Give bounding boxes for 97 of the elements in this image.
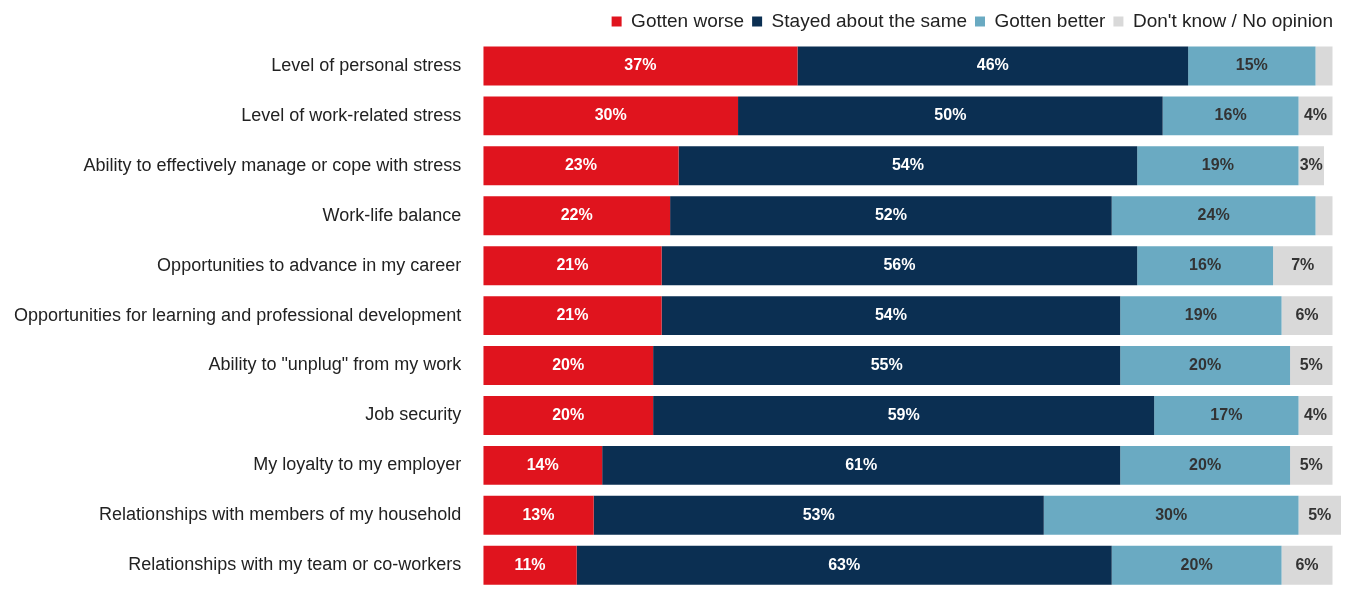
- data-label: 50%: [934, 106, 967, 124]
- y-tick-label: Level of work-related stress: [241, 104, 462, 125]
- data-label: 20%: [1189, 455, 1222, 473]
- bar: [670, 196, 1112, 236]
- bar: [661, 246, 1138, 286]
- bar: [1315, 46, 1333, 86]
- bar: [1154, 395, 1299, 435]
- bar: [1281, 545, 1333, 585]
- y-tick-label: Level of personal stress: [271, 54, 462, 75]
- data-label: 20%: [1189, 355, 1222, 373]
- data-label: 46%: [976, 56, 1009, 74]
- data-label: 5%: [1308, 505, 1332, 523]
- data-label: 20%: [552, 405, 585, 423]
- y-tick-label: My loyalty to my employer: [253, 454, 462, 475]
- data-label: 54%: [874, 306, 907, 324]
- y-tick-label: Opportunities to advance in my career: [157, 254, 462, 275]
- y-tick-label: Relationships with members of my household: [99, 504, 462, 525]
- bar: [483, 296, 662, 336]
- bar: [1188, 46, 1316, 86]
- data-label: 54%: [891, 156, 924, 174]
- data-label: 52%: [874, 206, 907, 224]
- data-label: 37%: [624, 56, 657, 74]
- data-label: 16%: [1189, 256, 1222, 274]
- bar: [653, 346, 1121, 385]
- y-tick-label: Relationships with my team or co-workers: [128, 554, 462, 575]
- bar: [576, 545, 1112, 585]
- bar: [1120, 445, 1291, 485]
- bar: [738, 96, 1163, 136]
- data-label: 16%: [1214, 106, 1247, 124]
- bar: [483, 495, 594, 535]
- data-label: 23%: [564, 156, 597, 174]
- bar: [483, 545, 577, 585]
- data-label: 63%: [828, 555, 861, 573]
- legend-label: Gotten better: [994, 9, 1107, 31]
- data-label: 4%: [1303, 106, 1328, 124]
- data-label: 6%: [1295, 306, 1319, 324]
- bar: [661, 296, 1121, 336]
- data-label: 5%: [1299, 355, 1323, 373]
- y-tick-label: Work-life balance: [322, 204, 462, 225]
- bar: [1043, 495, 1299, 535]
- bar: [1290, 445, 1333, 485]
- bar: [483, 146, 679, 186]
- bar: [678, 146, 1138, 186]
- data-label: 20%: [552, 355, 585, 373]
- data-label: 7%: [1291, 256, 1315, 274]
- bar: [483, 196, 671, 236]
- bar: [1315, 196, 1333, 236]
- bar: [1290, 346, 1333, 385]
- data-label: 19%: [1201, 156, 1234, 174]
- bar: [483, 346, 654, 385]
- data-label: 4%: [1303, 405, 1328, 423]
- data-label: 55%: [870, 355, 903, 373]
- bar: [1111, 545, 1282, 585]
- bar: [483, 445, 603, 485]
- bar: [1162, 96, 1299, 136]
- bar: [653, 395, 1155, 435]
- bar: [797, 46, 1189, 86]
- data-label: 13%: [522, 505, 555, 523]
- bar: [1273, 246, 1333, 286]
- bar: [1137, 146, 1299, 186]
- bar: [483, 395, 654, 435]
- data-label: 11%: [514, 555, 546, 573]
- data-label: 15%: [1235, 56, 1268, 74]
- bar: [1281, 296, 1333, 336]
- data-label: 5%: [1299, 455, 1323, 473]
- y-tick-label: Ability to "unplug" from my work: [208, 354, 463, 375]
- bar: [483, 246, 662, 286]
- y-tick-label: Opportunities for learning and professional development: [13, 304, 462, 325]
- data-label: 24%: [1197, 206, 1230, 224]
- data-label: 14%: [526, 455, 559, 473]
- bar: [1120, 346, 1291, 385]
- bar: [1137, 246, 1274, 286]
- y-tick-label: Job security: [365, 404, 462, 425]
- bar: [602, 445, 1121, 485]
- bar: [1120, 296, 1282, 336]
- data-label: 17%: [1210, 405, 1243, 423]
- bar: [1111, 196, 1316, 236]
- data-label: 22%: [560, 206, 593, 224]
- bar: [483, 96, 739, 136]
- data-label: 30%: [1155, 505, 1188, 523]
- data-label: 61%: [845, 455, 878, 473]
- data-label: 30%: [594, 106, 627, 124]
- legend-label: Gotten worse: [631, 9, 745, 31]
- y-tick-label: Ability to effectively manage or cope with stress: [83, 154, 462, 175]
- bar: [593, 495, 1044, 535]
- data-label: 6%: [1295, 555, 1319, 573]
- legend-label: Don't know / No opinion: [1132, 9, 1333, 31]
- bar: [483, 46, 798, 86]
- data-label: 21%: [556, 306, 589, 324]
- data-label: 19%: [1184, 306, 1217, 324]
- data-label: 21%: [556, 256, 589, 274]
- data-label: 20%: [1180, 555, 1213, 573]
- data-label: 53%: [802, 505, 835, 523]
- data-label: 59%: [887, 405, 920, 423]
- data-label: 3%: [1299, 156, 1323, 174]
- data-label: 56%: [883, 256, 916, 274]
- legend-label: Stayed about the same: [771, 9, 968, 31]
